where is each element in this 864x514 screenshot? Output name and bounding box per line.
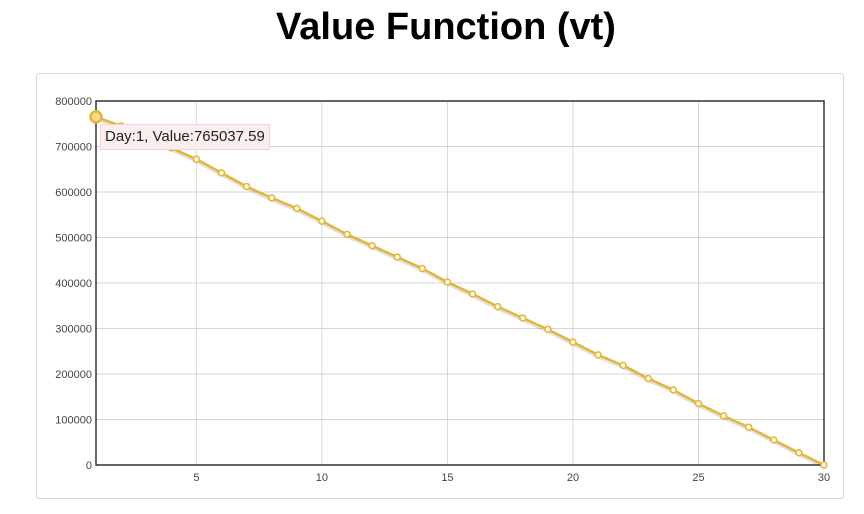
data-point[interactable]	[820, 461, 828, 469]
data-point[interactable]	[217, 169, 226, 177]
x-tick-label: 25	[692, 472, 704, 484]
data-point[interactable]	[644, 374, 653, 383]
data-point[interactable]	[318, 217, 326, 225]
label-layer: 0 100000 200000 300000 400000 500000 600000 700…	[55, 96, 830, 484]
data-point[interactable]	[443, 278, 452, 286]
y-tick-label: 400000	[55, 278, 92, 290]
data-point[interactable]	[468, 290, 477, 298]
plot-frame	[95, 100, 825, 466]
data-point[interactable]	[418, 264, 427, 273]
data-point[interactable]	[569, 338, 577, 346]
data-point[interactable]	[192, 155, 201, 163]
data-point[interactable]	[594, 351, 602, 359]
data-point[interactable]	[368, 241, 376, 250]
data-point[interactable]	[619, 361, 627, 370]
data-point[interactable]	[694, 399, 703, 408]
data-point[interactable]	[544, 325, 552, 334]
data-point[interactable]	[493, 302, 502, 311]
data-point[interactable]	[242, 182, 251, 191]
y-tick-label: 0	[86, 460, 92, 472]
y-tick-label: 300000	[55, 324, 92, 336]
x-tick-label: 5	[193, 472, 199, 484]
data-point[interactable]	[669, 386, 678, 394]
y-tick-label: 600000	[55, 187, 92, 199]
data-point[interactable]	[293, 204, 301, 213]
page-title: Value Function (vt)	[276, 6, 616, 48]
series-line-shadow	[95, 116, 825, 469]
data-point[interactable]	[393, 253, 401, 261]
data-point[interactable]	[343, 230, 351, 239]
highlighted-data-point[interactable]	[89, 110, 103, 124]
x-tick-label: 10	[316, 472, 328, 484]
x-tick-label: 30	[818, 472, 830, 484]
x-tick-label: 15	[441, 472, 453, 484]
y-tick-label: 500000	[55, 233, 92, 245]
data-point[interactable]	[267, 194, 276, 202]
series-line	[95, 115, 825, 467]
data-point[interactable]	[519, 314, 527, 322]
data-point[interactable]	[770, 436, 778, 444]
series-layer	[89, 110, 828, 469]
y-tick-label: 200000	[55, 369, 92, 381]
y-tick-label: 800000	[55, 96, 92, 108]
point-tooltip: Day:1, Value:765037.59	[100, 124, 270, 150]
data-point[interactable]	[795, 448, 803, 457]
data-point[interactable]	[719, 412, 728, 420]
x-tick-label: 20	[567, 472, 579, 484]
y-tick-label: 100000	[55, 415, 92, 427]
data-point[interactable]	[744, 423, 753, 431]
axis-layer	[95, 100, 825, 466]
y-tick-label: 700000	[55, 142, 92, 154]
